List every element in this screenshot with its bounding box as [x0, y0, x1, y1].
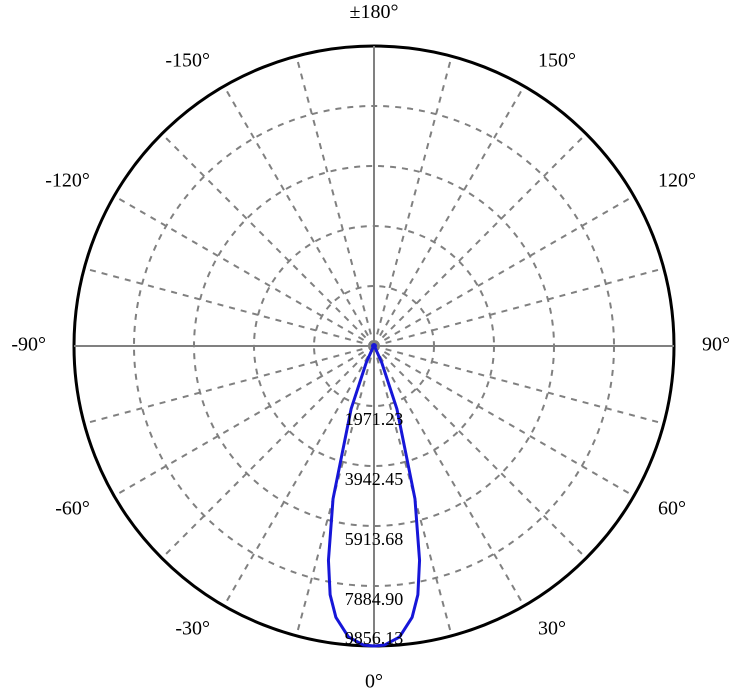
angle-label: -30°	[175, 618, 210, 640]
radial-label: 1971.23	[345, 409, 404, 429]
angle-label: -90°	[11, 334, 46, 356]
center-dot	[371, 343, 377, 349]
angle-label: 90°	[702, 334, 730, 356]
angle-label: 60°	[658, 498, 686, 520]
radial-label: 3942.45	[345, 469, 404, 489]
radial-label: 9856.13	[345, 628, 404, 648]
angle-label: ±180°	[350, 1, 399, 23]
angle-label: 120°	[658, 170, 696, 192]
radial-label: 5913.68	[345, 529, 404, 549]
polar-chart: 1971.23 3942.45 5913.68 7884.90 9856.13 ±180…	[0, 0, 749, 693]
angle-label: 0°	[365, 671, 383, 693]
angle-label: -120°	[45, 170, 90, 192]
angle-label: 150°	[538, 50, 576, 72]
angle-label: 30°	[538, 618, 566, 640]
angle-label: -150°	[165, 50, 210, 72]
angle-label: -60°	[55, 498, 90, 520]
radial-label: 7884.90	[345, 589, 404, 609]
